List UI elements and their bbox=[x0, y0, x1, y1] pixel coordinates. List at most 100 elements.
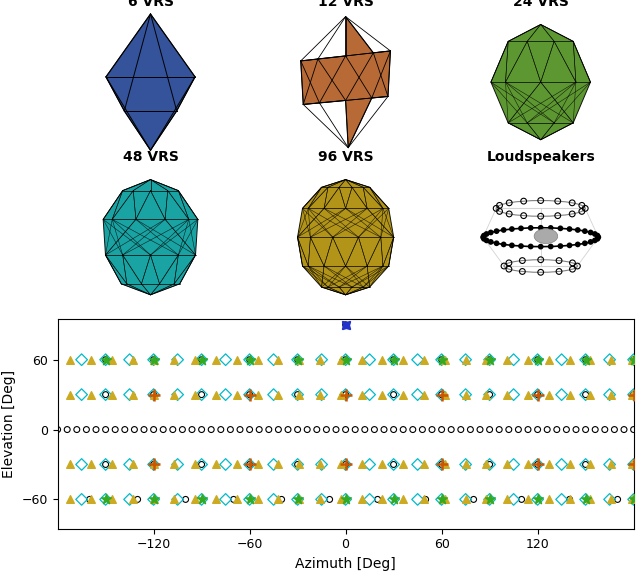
Point bbox=[484, 355, 495, 364]
X-axis label: Azimuth [Deg]: Azimuth [Deg] bbox=[295, 557, 396, 571]
Point bbox=[627, 495, 637, 504]
Point bbox=[294, 460, 305, 469]
Point bbox=[628, 390, 639, 399]
Point bbox=[628, 495, 639, 504]
Point bbox=[148, 355, 159, 364]
Point bbox=[420, 495, 431, 504]
Circle shape bbox=[557, 225, 563, 231]
Title: 96 VRS: 96 VRS bbox=[318, 150, 373, 164]
Point bbox=[481, 460, 492, 469]
Point bbox=[244, 390, 255, 399]
Point bbox=[419, 390, 429, 399]
Point bbox=[481, 390, 492, 399]
Point bbox=[148, 355, 159, 364]
Point bbox=[436, 355, 447, 364]
Point bbox=[196, 355, 207, 364]
Point bbox=[427, 425, 437, 434]
Point bbox=[557, 355, 567, 364]
Point bbox=[542, 425, 552, 434]
Point bbox=[365, 355, 375, 364]
Point bbox=[216, 425, 226, 434]
Point bbox=[580, 355, 591, 364]
Point bbox=[253, 460, 263, 469]
Point bbox=[557, 495, 567, 504]
Circle shape bbox=[518, 225, 524, 231]
Point bbox=[292, 355, 303, 364]
Circle shape bbox=[481, 236, 487, 242]
Point bbox=[253, 355, 263, 364]
Point bbox=[173, 460, 183, 469]
Point bbox=[378, 355, 388, 364]
Point bbox=[606, 495, 616, 504]
Point bbox=[65, 495, 76, 504]
Circle shape bbox=[595, 236, 600, 242]
Point bbox=[606, 460, 616, 469]
Point bbox=[196, 390, 207, 399]
Point bbox=[628, 460, 639, 469]
Point bbox=[100, 355, 111, 364]
Point bbox=[148, 390, 159, 399]
Point bbox=[628, 460, 639, 469]
Point bbox=[436, 390, 447, 399]
Point bbox=[225, 425, 236, 434]
Circle shape bbox=[509, 242, 515, 248]
Point bbox=[317, 460, 327, 469]
Point bbox=[627, 355, 637, 364]
Circle shape bbox=[548, 225, 554, 231]
Point bbox=[264, 425, 274, 434]
Point bbox=[628, 390, 639, 399]
Title: 6 VRS: 6 VRS bbox=[127, 0, 173, 9]
Point bbox=[564, 495, 575, 504]
Point bbox=[532, 355, 543, 364]
Point bbox=[523, 425, 533, 434]
Point bbox=[244, 390, 255, 399]
Point bbox=[312, 425, 322, 434]
Point bbox=[502, 390, 513, 399]
Point bbox=[365, 390, 375, 399]
Point bbox=[86, 495, 97, 504]
Point bbox=[502, 495, 513, 504]
Point bbox=[360, 425, 370, 434]
Point bbox=[148, 355, 159, 364]
Point bbox=[232, 495, 242, 504]
Point bbox=[168, 425, 178, 434]
Point bbox=[408, 425, 418, 434]
Point bbox=[190, 460, 200, 469]
Point bbox=[148, 390, 159, 399]
Point bbox=[125, 460, 135, 469]
Point bbox=[564, 495, 575, 504]
Point bbox=[532, 495, 543, 504]
Point bbox=[84, 495, 95, 504]
Point bbox=[211, 460, 221, 469]
Point bbox=[586, 390, 596, 399]
Point bbox=[148, 495, 159, 504]
Point bbox=[605, 355, 615, 364]
Point bbox=[627, 390, 637, 399]
Point bbox=[340, 355, 351, 364]
Point bbox=[440, 390, 450, 399]
Circle shape bbox=[566, 226, 572, 232]
Point bbox=[294, 390, 305, 399]
Point bbox=[269, 390, 279, 399]
Point bbox=[292, 460, 303, 469]
Point bbox=[196, 460, 207, 469]
Circle shape bbox=[500, 227, 506, 233]
Point bbox=[365, 460, 375, 469]
Point bbox=[177, 425, 188, 434]
Point bbox=[244, 425, 255, 434]
Point bbox=[302, 425, 312, 434]
Point bbox=[580, 390, 591, 399]
Point bbox=[292, 355, 303, 364]
Point bbox=[77, 355, 87, 364]
Point bbox=[509, 355, 519, 364]
Point bbox=[440, 460, 450, 469]
Point bbox=[388, 460, 399, 469]
Point bbox=[605, 390, 615, 399]
Point bbox=[532, 495, 543, 504]
Point bbox=[169, 460, 179, 469]
Circle shape bbox=[481, 232, 487, 238]
Circle shape bbox=[575, 242, 580, 247]
Point bbox=[148, 390, 159, 399]
Point bbox=[86, 460, 97, 469]
Point bbox=[436, 495, 447, 504]
